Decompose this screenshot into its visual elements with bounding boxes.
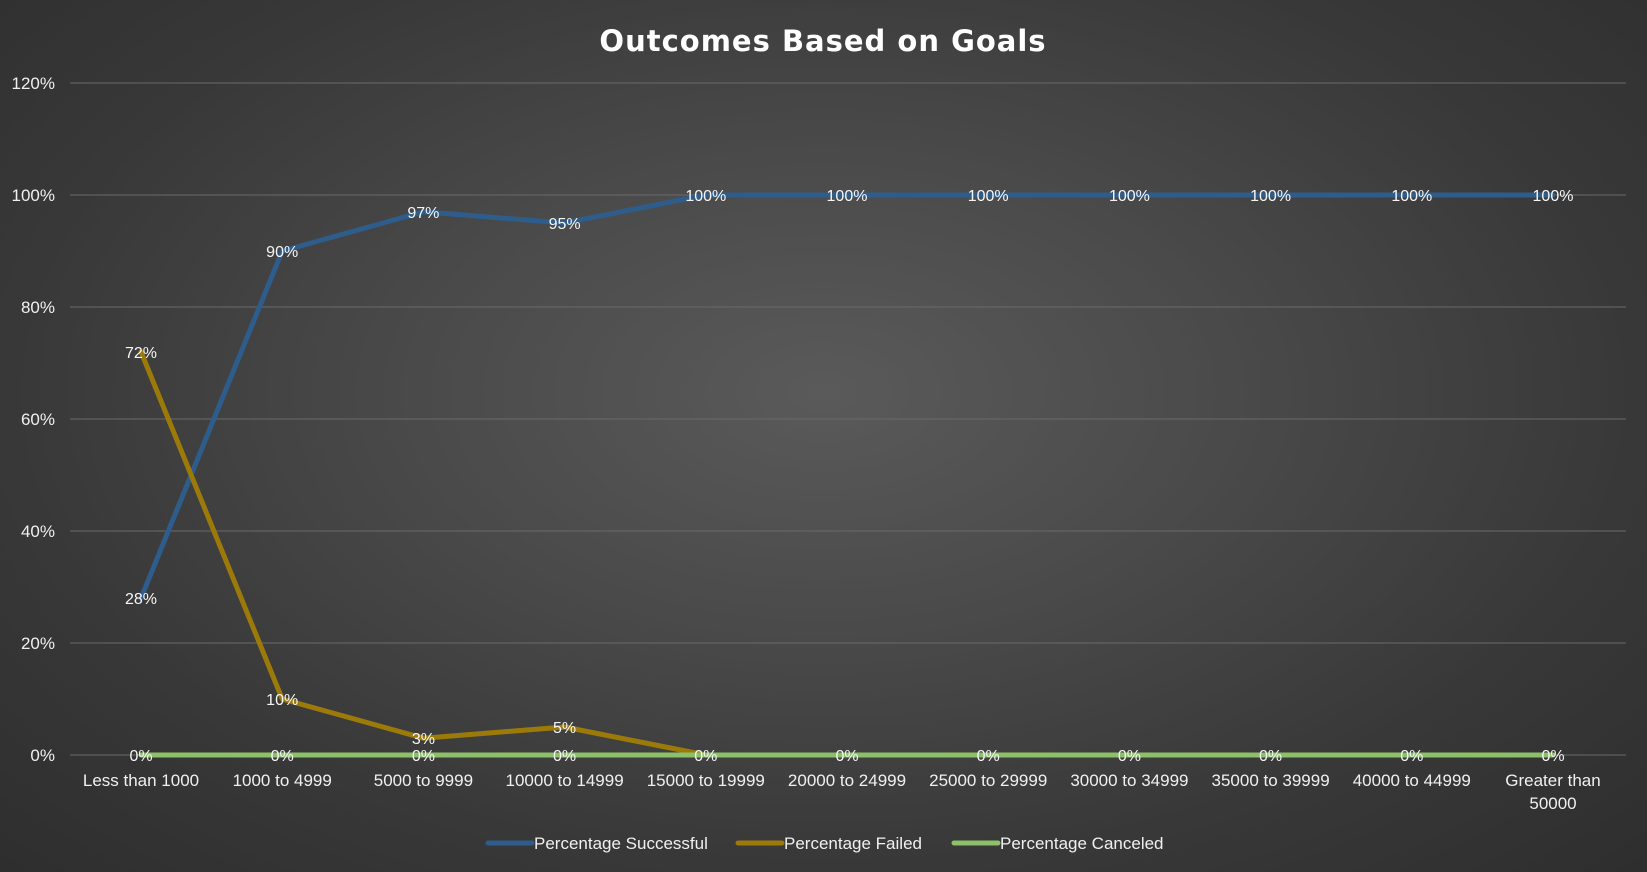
x-axis-ticks: Less than 1000 1000 to 4999 5000 to 9999 10… (83, 771, 1601, 813)
data-label: 97% (407, 205, 439, 222)
data-labels: 28% 90% 97% 95% 100% 100% 100% 100% 100% 100% 100%… (125, 188, 1573, 765)
legend: Percentage Successful Percentage Failed Pe… (485, 834, 1164, 853)
y-tick-label: 120% (12, 74, 55, 93)
x-tick-label: Less than 1000 (83, 771, 199, 790)
y-tick-label: 80% (21, 298, 55, 317)
x-tick-label: 20000 to 24999 (788, 771, 906, 790)
x-tick-label: Greater than 50000 (1505, 771, 1600, 813)
data-label: 90% (266, 244, 298, 261)
x-tick-label: 15000 to 19999 (647, 771, 765, 790)
data-label: 0% (412, 748, 435, 765)
data-label: 100% (1391, 188, 1432, 205)
legend-label: Percentage Failed (784, 834, 922, 853)
data-label: 5% (553, 720, 576, 737)
data-label: 100% (685, 188, 726, 205)
x-tick-label: 35000 to 39999 (1212, 771, 1330, 790)
x-tick-label: 5000 to 9999 (374, 771, 473, 790)
series-line-2 (138, 349, 1556, 758)
x-tick-label: 1000 to 4999 (233, 771, 332, 790)
legend-label: Percentage Canceled (1000, 834, 1164, 853)
data-label: 0% (1400, 748, 1423, 765)
data-label: 0% (1259, 748, 1282, 765)
data-label: 0% (977, 748, 1000, 765)
data-label: 100% (968, 188, 1009, 205)
data-label: 0% (129, 748, 152, 765)
y-tick-label: 20% (21, 634, 55, 653)
data-label: 0% (553, 748, 576, 765)
data-label: 0% (694, 748, 717, 765)
data-label: 100% (1533, 188, 1574, 205)
x-tick-label: 40000 to 44999 (1353, 771, 1471, 790)
data-label: 28% (125, 591, 157, 608)
y-tick-label: 60% (21, 410, 55, 429)
data-label: 0% (835, 748, 858, 765)
data-label: 10% (266, 692, 298, 709)
data-label: 100% (1250, 188, 1291, 205)
series-line-1 (138, 192, 1556, 601)
data-label: 72% (125, 345, 157, 362)
y-tick-label: 100% (12, 186, 55, 205)
data-label: 0% (271, 748, 294, 765)
chart-title: Outcomes Based on Goals (599, 24, 1046, 58)
y-axis-ticks: 0% 20% 40% 60% 80% 100% 120% (12, 74, 55, 765)
data-label: 0% (1118, 748, 1141, 765)
x-tick-label: 30000 to 34999 (1070, 771, 1188, 790)
legend-label: Percentage Successful (534, 834, 708, 853)
gridlines (70, 82, 1626, 756)
data-label: 95% (549, 216, 581, 233)
y-tick-label: 40% (21, 522, 55, 541)
x-tick-label: 25000 to 29999 (929, 771, 1047, 790)
series-lines (138, 192, 1556, 758)
data-label: 100% (1109, 188, 1150, 205)
data-label: 100% (827, 188, 868, 205)
data-label: 3% (412, 731, 435, 748)
y-tick-label: 0% (30, 746, 55, 765)
x-tick-label: 10000 to 14999 (506, 771, 624, 790)
data-label: 0% (1541, 748, 1564, 765)
